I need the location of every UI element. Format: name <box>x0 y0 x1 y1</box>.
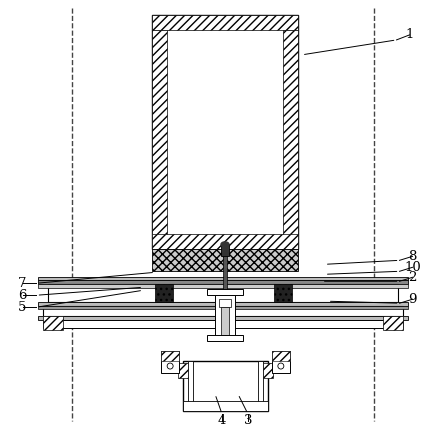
Bar <box>44 320 403 328</box>
Bar <box>272 351 290 361</box>
Text: 8: 8 <box>408 250 416 263</box>
Bar <box>39 302 408 306</box>
Bar <box>207 335 243 341</box>
Bar <box>48 284 397 302</box>
Circle shape <box>278 363 284 369</box>
Bar <box>161 351 179 361</box>
Bar <box>183 361 268 411</box>
Text: 1: 1 <box>405 28 414 42</box>
Bar <box>221 307 229 337</box>
Text: 5: 5 <box>18 301 27 314</box>
Text: 3: 3 <box>244 414 252 427</box>
Bar <box>161 351 179 373</box>
Bar <box>274 284 292 302</box>
Ellipse shape <box>221 242 229 247</box>
Text: 6: 6 <box>18 289 27 302</box>
Bar <box>44 306 403 316</box>
Bar <box>283 30 298 249</box>
Text: 4: 4 <box>218 414 226 427</box>
Bar <box>39 280 408 284</box>
Bar <box>152 249 298 271</box>
Bar <box>155 284 173 302</box>
Bar <box>219 299 231 307</box>
Text: 10: 10 <box>404 261 421 274</box>
Bar <box>272 351 290 373</box>
Bar <box>221 245 229 257</box>
Text: 9: 9 <box>408 293 417 306</box>
Bar <box>39 316 408 320</box>
Text: 2: 2 <box>408 271 416 284</box>
Bar <box>183 401 268 411</box>
Bar <box>188 361 193 403</box>
Bar <box>215 295 235 340</box>
Bar <box>44 316 63 330</box>
Bar <box>223 254 227 334</box>
Bar <box>152 15 298 30</box>
Bar <box>263 363 273 378</box>
Bar <box>152 15 298 249</box>
Bar <box>178 363 188 378</box>
Bar <box>152 234 298 249</box>
Bar <box>39 277 408 280</box>
Bar <box>207 289 243 295</box>
Bar <box>383 316 403 330</box>
Bar <box>39 284 408 288</box>
Bar <box>152 30 167 249</box>
Circle shape <box>167 363 173 369</box>
Text: 7: 7 <box>18 277 27 290</box>
Bar <box>39 306 408 309</box>
Bar <box>258 361 263 403</box>
